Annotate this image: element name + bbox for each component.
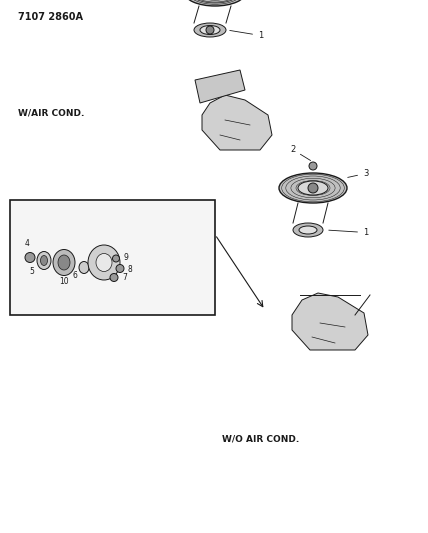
- Circle shape: [116, 264, 124, 272]
- Text: 8: 8: [128, 264, 133, 273]
- Polygon shape: [202, 95, 272, 150]
- Text: 5: 5: [30, 268, 34, 277]
- Ellipse shape: [37, 252, 51, 270]
- Ellipse shape: [200, 26, 220, 35]
- Ellipse shape: [279, 173, 347, 203]
- Text: 9: 9: [124, 254, 129, 262]
- Text: W/AIR COND.: W/AIR COND.: [18, 108, 84, 117]
- Ellipse shape: [298, 181, 328, 195]
- Polygon shape: [195, 70, 245, 103]
- Text: 2: 2: [290, 145, 311, 160]
- Ellipse shape: [299, 226, 317, 234]
- Ellipse shape: [194, 23, 226, 37]
- Ellipse shape: [88, 245, 120, 280]
- Circle shape: [25, 253, 35, 262]
- Bar: [10, 200, 215, 315]
- Text: 4: 4: [24, 238, 30, 247]
- Ellipse shape: [96, 254, 112, 271]
- Text: 7107 2860A: 7107 2860A: [18, 12, 83, 22]
- Circle shape: [308, 183, 318, 193]
- Text: 3: 3: [348, 169, 369, 178]
- Circle shape: [309, 162, 317, 170]
- Ellipse shape: [41, 255, 48, 265]
- Text: 7: 7: [122, 273, 127, 282]
- Text: 1: 1: [230, 30, 263, 40]
- Text: 3: 3: [0, 532, 1, 533]
- Circle shape: [110, 273, 118, 281]
- Ellipse shape: [293, 223, 323, 237]
- Ellipse shape: [53, 249, 75, 276]
- Circle shape: [113, 255, 119, 262]
- Text: 10: 10: [59, 278, 69, 287]
- Text: 6: 6: [73, 271, 77, 280]
- Text: W/O AIR COND.: W/O AIR COND.: [222, 435, 299, 444]
- Ellipse shape: [79, 262, 89, 273]
- Text: 2: 2: [0, 532, 1, 533]
- Text: 1: 1: [329, 228, 368, 237]
- Circle shape: [206, 26, 214, 34]
- Ellipse shape: [58, 255, 70, 270]
- Polygon shape: [292, 293, 368, 350]
- Ellipse shape: [184, 0, 246, 6]
